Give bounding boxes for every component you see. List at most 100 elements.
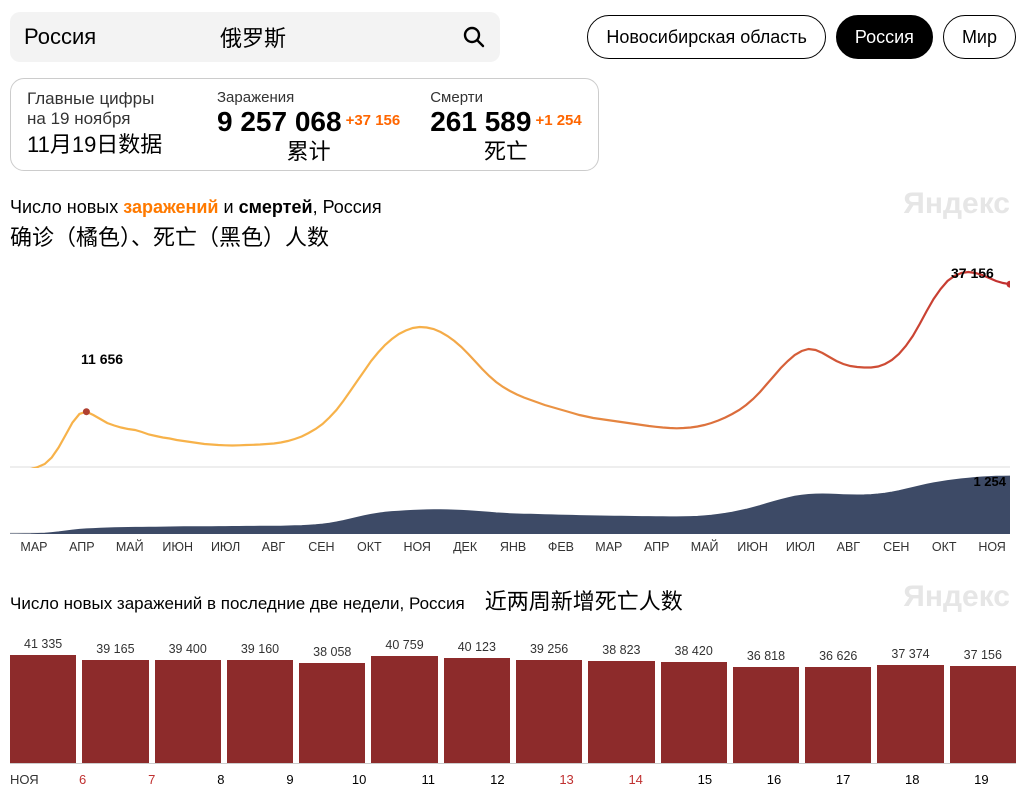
month-label: МАЙ xyxy=(106,540,154,554)
bar-rect xyxy=(661,662,727,763)
bar-day-label: 12 xyxy=(463,772,532,787)
bar-value-label: 39 256 xyxy=(530,642,568,656)
bar-rect xyxy=(516,660,582,763)
chart-point-label: 11 656 xyxy=(81,351,123,367)
month-axis: МАРАПРМАЙИЮНИЮЛАВГСЕНОКТНОЯДЕКЯНВФЕВМАРА… xyxy=(10,540,1016,554)
bar: 37 156 xyxy=(950,648,1016,763)
stat-delta: +1 254 xyxy=(535,112,581,129)
region-pill[interactable]: Россия xyxy=(836,15,933,59)
svg-text:1 254: 1 254 xyxy=(973,474,1006,489)
bar-value-label: 39 160 xyxy=(241,642,279,656)
line-chart-subtitle-cn: 确诊（橘色）、死亡（黑色）人数 xyxy=(10,220,1016,252)
line-chart-title: Число новых заражений и смертей, Россия xyxy=(10,197,1016,218)
bar: 36 626 xyxy=(805,649,871,763)
bar-rect xyxy=(588,661,654,763)
bar-value-label: 38 420 xyxy=(675,644,713,658)
month-label: АПР xyxy=(58,540,106,554)
region-pills: Новосибирская областьРоссияМир xyxy=(587,15,1016,59)
bars: 41 335 39 165 39 400 39 160 38 058 40 75… xyxy=(10,634,1016,764)
search-value: Россия xyxy=(24,24,96,50)
deaths-area-chart: 1 254 xyxy=(10,474,1010,534)
top-row: Россия 俄罗斯 Новосибирская областьРоссияМи… xyxy=(10,12,1016,62)
stat-col: Заражения 9 257 068+37 156 累计 xyxy=(217,89,400,166)
line-chart-section: Число новых заражений и смертей, Россия … xyxy=(10,197,1016,554)
bar-dates: НОЯ678910111213141516171819 xyxy=(10,772,1016,787)
bar: 38 058 xyxy=(299,645,365,763)
bar: 37 374 xyxy=(877,647,943,763)
bar-value-label: 40 123 xyxy=(458,640,496,654)
month-label: НОЯ xyxy=(393,540,441,554)
month-label: ОКТ xyxy=(920,540,968,554)
month-label: ДЕК xyxy=(441,540,489,554)
bar-chart-section: Число новых заражений в последние две не… xyxy=(10,584,1016,787)
bar-day-label: 13 xyxy=(532,772,601,787)
month-label: МАЙ xyxy=(681,540,729,554)
bar-value-label: 41 335 xyxy=(24,637,62,651)
stat-col: Смерти 261 589+1 254 死亡 xyxy=(430,89,582,166)
stats-heading-cn: 11月19日数据 xyxy=(27,127,187,159)
bar-day-label: 8 xyxy=(186,772,255,787)
stat-cn: 死亡 xyxy=(430,134,582,166)
region-pill[interactable]: Мир xyxy=(943,15,1016,59)
bar-value-label: 39 400 xyxy=(169,642,207,656)
bar-month-label: НОЯ xyxy=(10,772,48,787)
month-label: АВГ xyxy=(824,540,872,554)
month-label: ОКТ xyxy=(345,540,393,554)
bar-rect xyxy=(950,666,1016,763)
month-label: ЯНВ xyxy=(489,540,537,554)
bar-day-label: 14 xyxy=(601,772,670,787)
search-box[interactable]: Россия 俄罗斯 xyxy=(10,12,500,62)
stat-cn: 累计 xyxy=(217,134,400,166)
bar-rect xyxy=(227,660,293,763)
bar-day-label: 18 xyxy=(878,772,947,787)
bar: 38 420 xyxy=(661,644,727,763)
month-label: ИЮН xyxy=(154,540,202,554)
bar-value-label: 36 626 xyxy=(819,649,857,663)
bar: 40 759 xyxy=(371,638,437,763)
bar-value-label: 40 759 xyxy=(385,638,423,652)
bar: 39 160 xyxy=(227,642,293,763)
month-label: СЕН xyxy=(872,540,920,554)
stats-heading: Главные цифры на 19 ноября 11月19日数据 xyxy=(27,89,187,159)
bar-rect xyxy=(444,658,510,763)
bar-value-label: 38 823 xyxy=(602,643,640,657)
bar-day-label: 19 xyxy=(947,772,1016,787)
bar-value-label: 36 818 xyxy=(747,649,785,663)
chart-point-label: 37 156 xyxy=(951,265,994,281)
month-label: АВГ xyxy=(250,540,298,554)
stats-card: Главные цифры на 19 ноября 11月19日数据 Зара… xyxy=(10,78,599,171)
month-label: ФЕВ xyxy=(537,540,585,554)
bar-day-label: 15 xyxy=(670,772,739,787)
bar-chart-cn: 近两周新增死亡人数 xyxy=(485,584,683,616)
month-label: МАР xyxy=(10,540,58,554)
month-label: НОЯ xyxy=(968,540,1016,554)
bar-rect xyxy=(10,655,76,763)
stats-heading-2: на 19 ноября xyxy=(27,109,187,129)
bar-day-label: 7 xyxy=(117,772,186,787)
bar: 41 335 xyxy=(10,637,76,763)
bar: 40 123 xyxy=(444,640,510,763)
bar: 38 823 xyxy=(588,643,654,763)
bar: 39 256 xyxy=(516,642,582,763)
stat-delta: +37 156 xyxy=(346,112,401,129)
search-translit: 俄罗斯 xyxy=(220,21,286,53)
cases-line-chart xyxy=(10,258,1010,468)
bar-rect xyxy=(733,667,799,763)
search-icon[interactable] xyxy=(462,25,486,49)
month-label: ИЮН xyxy=(729,540,777,554)
bar-day-label: 16 xyxy=(739,772,808,787)
bar-day-label: 17 xyxy=(809,772,878,787)
bar-rect xyxy=(877,665,943,763)
bar-day-label: 9 xyxy=(255,772,324,787)
bar: 36 818 xyxy=(733,649,799,763)
bar: 39 400 xyxy=(155,642,221,763)
month-label: АПР xyxy=(633,540,681,554)
bar-value-label: 37 156 xyxy=(964,648,1002,662)
bar-rect xyxy=(371,656,437,763)
bar-value-label: 39 165 xyxy=(96,642,134,656)
bar-rect xyxy=(155,660,221,763)
month-label: ИЮЛ xyxy=(777,540,825,554)
bar-rect xyxy=(299,663,365,763)
stats-heading-1: Главные цифры xyxy=(27,89,187,109)
region-pill[interactable]: Новосибирская область xyxy=(587,15,826,59)
